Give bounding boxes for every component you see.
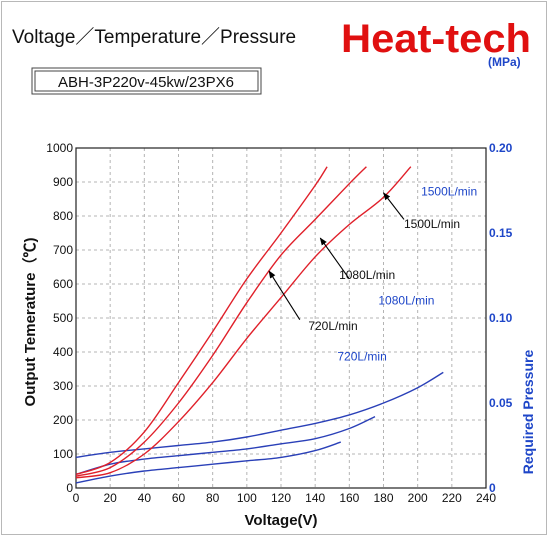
x-tick-label: 40 [138, 491, 152, 505]
x-tick-label: 200 [408, 491, 428, 505]
y-tick-label: 400 [53, 345, 73, 359]
temperature-series-arrow [268, 270, 301, 320]
y-tick-label: 1000 [46, 141, 73, 155]
y-tick-label: 200 [53, 413, 73, 427]
temperature-series-line [75, 166, 328, 476]
y2-tick-label: 0.20 [489, 141, 513, 155]
plot-border [75, 147, 487, 489]
x-tick-label: 80 [206, 491, 220, 505]
y-tick-label: 900 [53, 175, 73, 189]
pressure-series-line [75, 415, 376, 476]
temperature-series-line [75, 166, 412, 479]
brand-logo: Heat-tech [341, 17, 531, 61]
model-box-inner [34, 70, 259, 92]
pressure-series-line [75, 441, 342, 484]
y-tick-label: 800 [53, 209, 73, 223]
model-label: ABH-3P220v-45kw/23PX6 [58, 74, 234, 91]
y-tick-label: 0 [66, 481, 73, 495]
x-tick-label: 100 [237, 491, 257, 505]
pressure-series-line [75, 371, 444, 459]
pressure-series-label: 1500L/min [421, 185, 477, 199]
x-tick-label: 60 [172, 491, 186, 505]
y2-axis-title: Required Pressure [520, 350, 536, 475]
x-tick-label: 220 [442, 491, 462, 505]
plot-area: 0 20 40 60 80 100 120 140 160 180 200 220 2400100200… [21, 55, 536, 529]
pressure-series-label: 720L/min [337, 350, 386, 364]
y2-tick-label: 0.05 [489, 396, 513, 410]
y-tick-label: 600 [53, 277, 73, 291]
y-tick-label: 300 [53, 379, 73, 393]
temperature-series-label: 720L/min [308, 319, 357, 333]
x-tick-label: 180 [373, 491, 393, 505]
temperature-series-arrow [319, 237, 350, 280]
x-tick-label: 20 [103, 491, 117, 505]
x-axis-title: Voltage(V) [244, 512, 317, 529]
y2-tick-label: 0.15 [489, 226, 513, 240]
x-tick-label: 240 [476, 491, 496, 505]
y2-tick-label: 0.10 [489, 311, 513, 325]
y-tick-label: 500 [53, 311, 73, 325]
x-tick-label: 120 [271, 491, 291, 505]
temperature-series-arrow [383, 192, 405, 220]
x-tick-label: 160 [339, 491, 359, 505]
model-box [31, 67, 262, 95]
x-tick-label: 140 [305, 491, 325, 505]
temperature-series-line [75, 166, 367, 477]
y-axis-title: Output Temerature（℃) [21, 238, 39, 407]
x-tick-label: 0 [73, 491, 80, 505]
y-tick-label: 100 [53, 447, 73, 461]
chart-title: Voltage／Temperature／Pressure [12, 26, 296, 48]
temperature-series-label: 1080L/min [339, 268, 395, 282]
y2-axis-unit: (MPa) [488, 55, 521, 69]
y2-tick-label: 0 [489, 481, 496, 495]
y-tick-label: 700 [53, 243, 73, 257]
pressure-series-label: 1080L/min [378, 293, 434, 307]
temperature-series-label: 1500L/min [404, 217, 460, 231]
